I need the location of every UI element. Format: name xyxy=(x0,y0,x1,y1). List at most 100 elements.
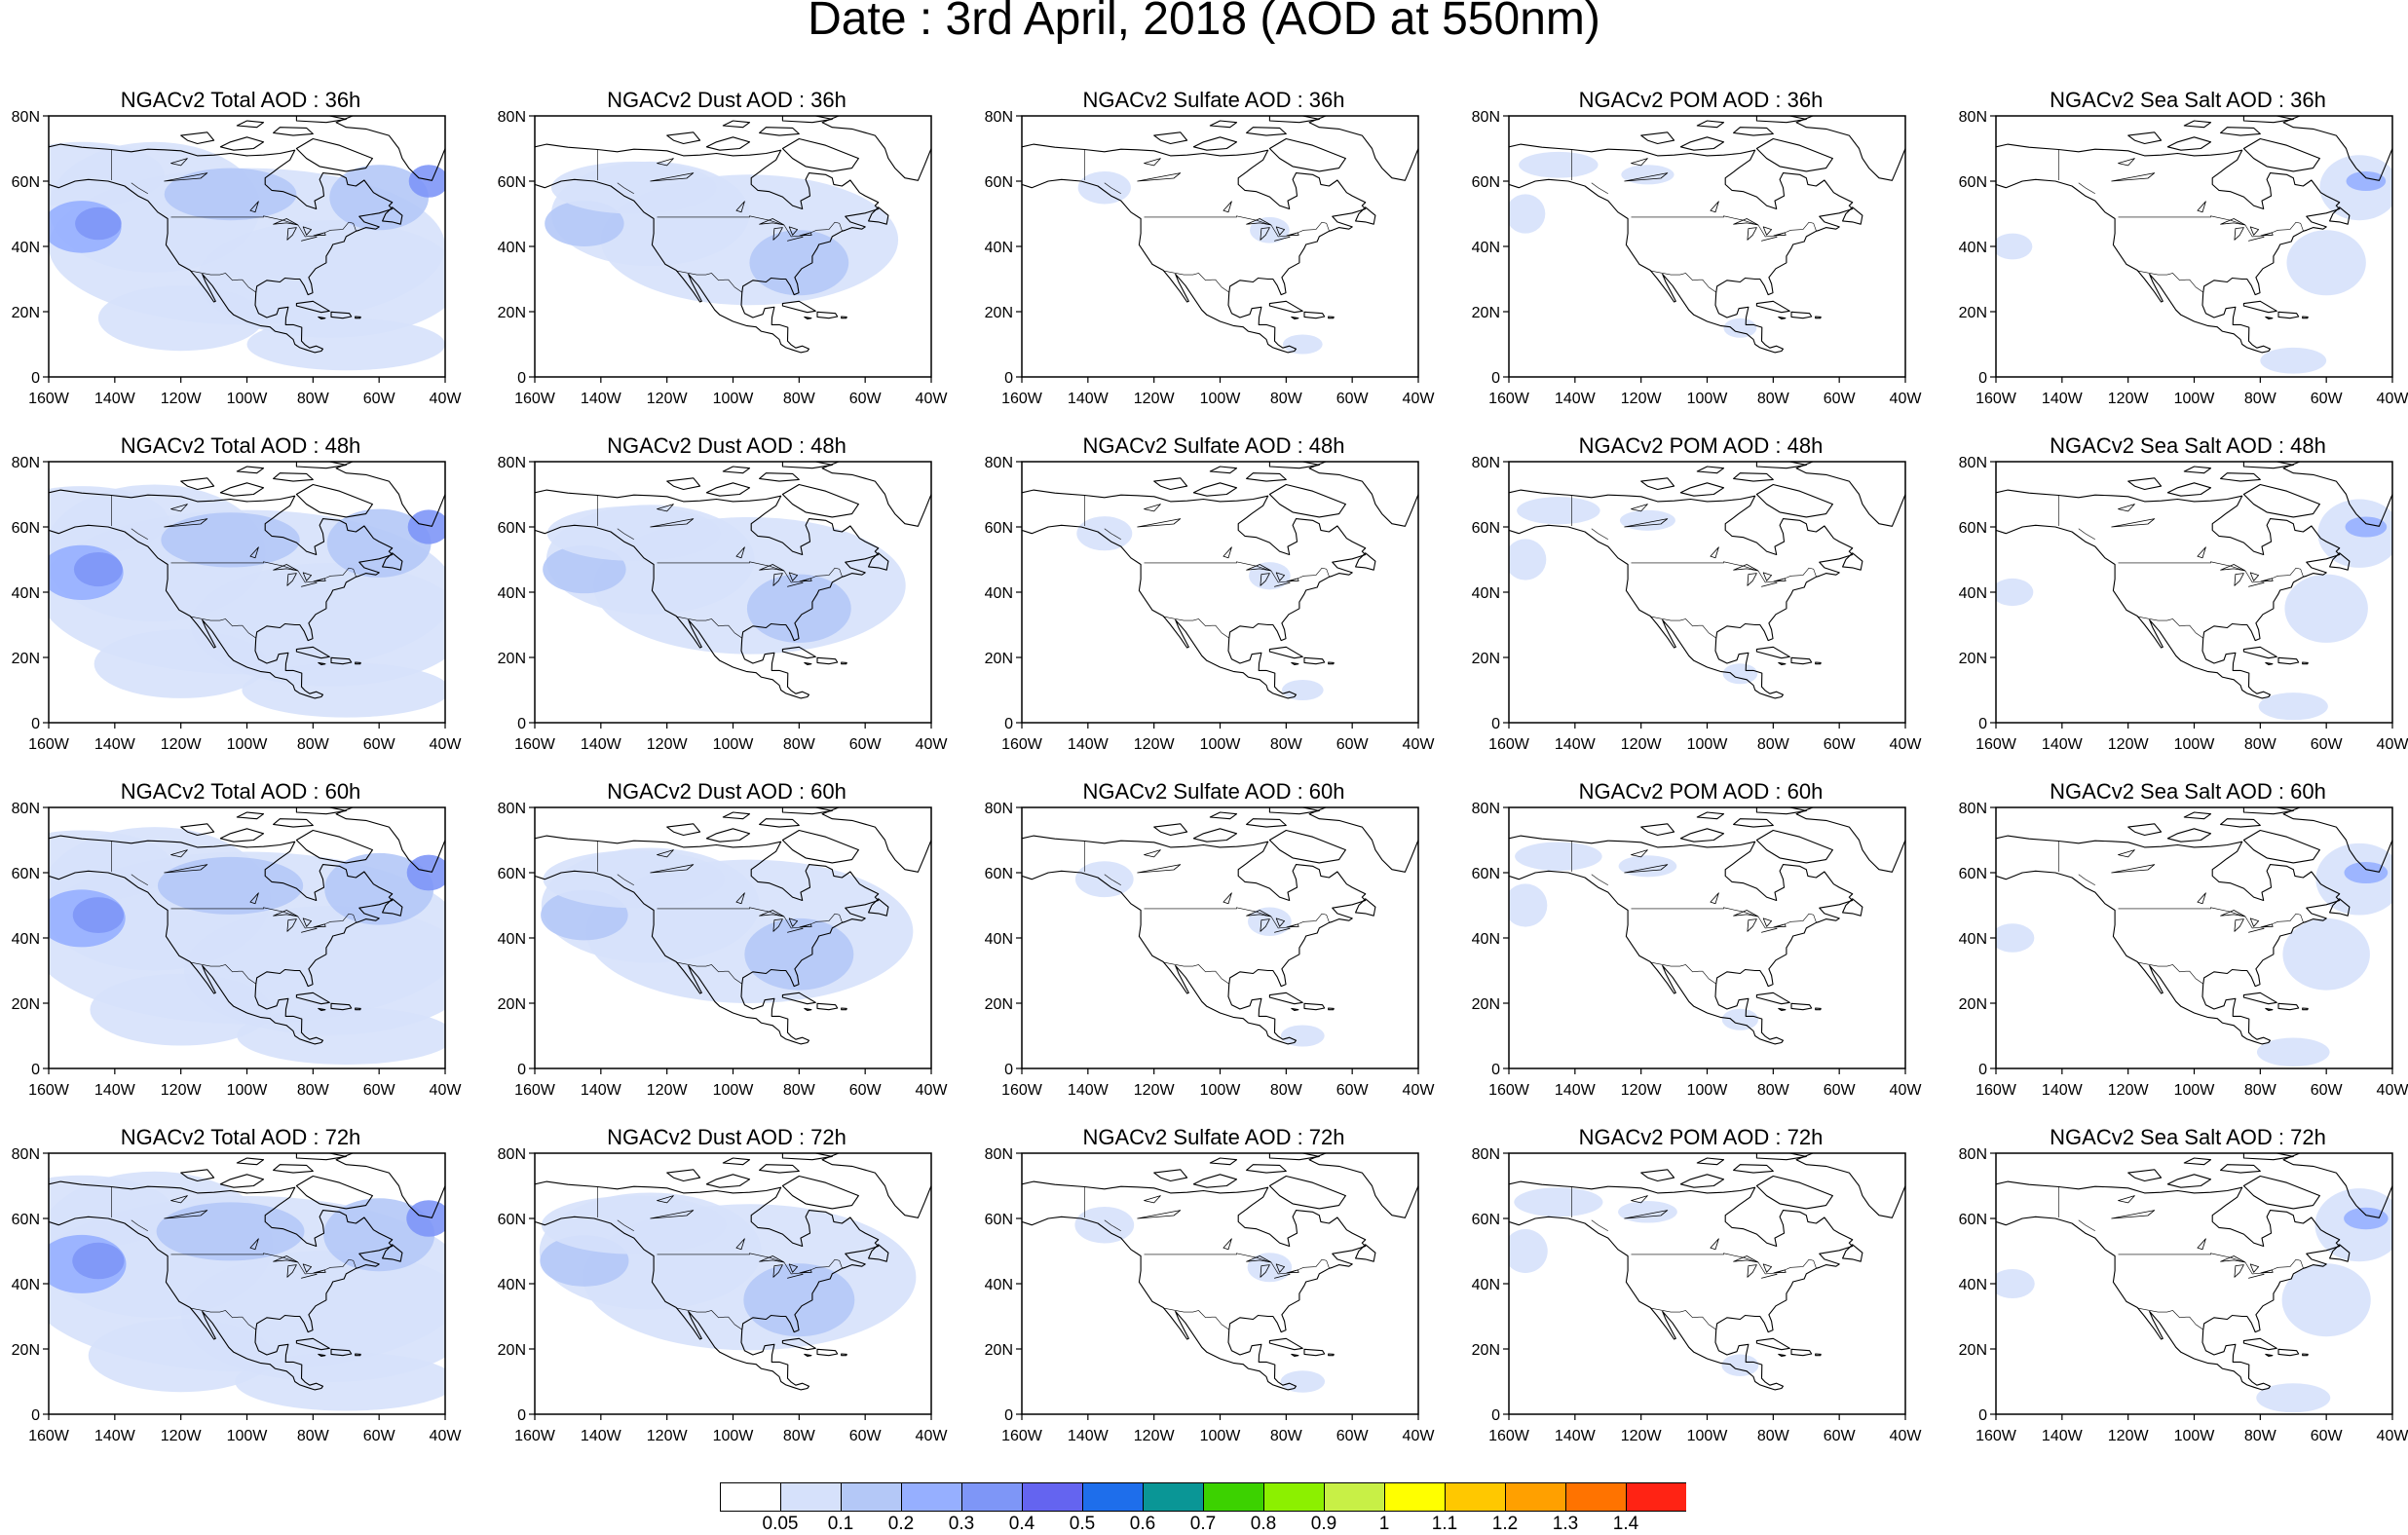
aod-field-region xyxy=(235,1352,445,1411)
colorbar-swatch xyxy=(1143,1482,1204,1512)
lat-tick-label: 20N xyxy=(498,651,526,667)
aod-field-region xyxy=(1509,883,1548,927)
lon-tick-label: 120W xyxy=(161,1082,203,1099)
aod-map: 80N 60N 40N 20N 0 160W 140W 120W 100W 80W 60W 40W xyxy=(1959,1146,2408,1444)
aod-map: 80N 60N 40N 20N 0 160W 140W 120W 100W 80W 60W 40W xyxy=(1472,801,1923,1099)
aod-field-region xyxy=(2282,917,2370,991)
lat-tick-label: 60N xyxy=(498,174,526,191)
lon-tick-label: 60W xyxy=(1336,1082,1370,1099)
lat-tick-label: 20N xyxy=(498,305,526,321)
aod-field-region xyxy=(1509,539,1547,580)
aod-field-region xyxy=(543,850,726,909)
lat-tick-label: 0 xyxy=(1004,370,1013,387)
lat-tick-label: 40N xyxy=(12,1277,40,1293)
coastlines xyxy=(49,1153,445,1391)
aod-field-region xyxy=(157,856,304,915)
aod-field-region xyxy=(1618,1201,1677,1223)
lon-tick-label: 60W xyxy=(2311,1082,2344,1099)
lat-tick-label: 80N xyxy=(1959,109,1987,126)
aod-field-region xyxy=(156,1202,305,1261)
political-borders xyxy=(111,495,357,639)
aod-field-region xyxy=(2256,1037,2330,1067)
aod-field-region xyxy=(1996,233,2033,260)
aod-field-region xyxy=(1514,1187,1603,1217)
lon-tick-label: 140W xyxy=(1555,736,1597,753)
lat-tick-label: 40N xyxy=(12,585,40,602)
lon-tick-label: 40W xyxy=(1890,1082,1923,1099)
lon-tick-label: 80W xyxy=(2244,736,2277,753)
aod-field-region xyxy=(2281,1263,2371,1337)
aod-field-region xyxy=(2258,693,2328,721)
lon-tick-label: 140W xyxy=(1068,1428,1110,1444)
lat-tick-label: 0 xyxy=(1978,1407,1987,1424)
lon-tick-label: 160W xyxy=(1488,1082,1530,1099)
lon-tick-label: 100W xyxy=(713,1082,755,1099)
lon-tick-label: 140W xyxy=(2042,1428,2084,1444)
lat-tick-label: 80N xyxy=(985,1146,1013,1163)
lat-tick-label: 0 xyxy=(31,1062,40,1078)
map-panel-sulfate-48h: 80N 60N 40N 20N 0 160W 140W 120W 100W 80W 60W 40W NG… xyxy=(973,433,1454,760)
lon-tick-label: 100W xyxy=(227,1428,269,1444)
lat-tick-label: 60N xyxy=(985,866,1013,882)
coastlines xyxy=(535,116,931,354)
aod-field-region xyxy=(324,852,434,925)
lat-tick-label: 0 xyxy=(1491,716,1500,732)
lon-tick-label: 60W xyxy=(1824,391,1857,407)
lon-tick-label: 60W xyxy=(849,1082,883,1099)
colorbar-swatch xyxy=(1263,1482,1325,1512)
lat-tick-label: 60N xyxy=(12,174,40,191)
lat-tick-label: 80N xyxy=(1472,109,1500,126)
political-borders xyxy=(597,1186,843,1330)
lon-tick-label: 160W xyxy=(1975,1428,2017,1444)
lat-tick-label: 60N xyxy=(12,1212,40,1228)
aod-field-region xyxy=(1517,497,1600,525)
aod-field-region xyxy=(161,512,300,568)
panel-title: NGACv2 Sulfate AOD : 60h xyxy=(1082,779,1345,804)
aod-field-region xyxy=(90,973,272,1046)
map-panel-seasalt-36h: 80N 60N 40N 20N 0 160W 140W 120W 100W 80W 60W 40W NG… xyxy=(1947,88,2408,414)
map-panel-seasalt-72h: 80N 60N 40N 20N 0 160W 140W 120W 100W 80W 60W 40W NG… xyxy=(1947,1125,2408,1451)
lat-tick-label: 40N xyxy=(1959,585,1987,602)
lon-tick-label: 100W xyxy=(1687,736,1729,753)
political-borders xyxy=(597,841,843,985)
coastlines xyxy=(1022,807,1418,1045)
colorbar-swatch xyxy=(841,1482,902,1512)
lon-tick-label: 80W xyxy=(1757,736,1790,753)
lon-tick-label: 120W xyxy=(161,736,203,753)
lon-tick-label: 140W xyxy=(94,391,136,407)
aod-field-region xyxy=(1619,509,1675,531)
aod-field-region xyxy=(329,165,430,231)
coastlines xyxy=(49,116,445,354)
aod-field-region xyxy=(744,917,854,991)
lon-tick-label: 100W xyxy=(1200,391,1242,407)
aod-map: 80N 60N 40N 20N 0 160W 140W 120W 100W 80W 60W 40W xyxy=(1959,455,2408,753)
aod-field-region xyxy=(75,206,122,241)
colorbar-tick-label: 1 xyxy=(1378,1514,1390,1534)
aod-field-region xyxy=(1722,663,1758,685)
lat-tick-label: 80N xyxy=(498,801,526,817)
lat-tick-label: 40N xyxy=(1472,585,1500,602)
lat-tick-label: 20N xyxy=(498,1342,526,1359)
lat-tick-label: 20N xyxy=(985,305,1013,321)
colorbar-tick-label: 0.9 xyxy=(1310,1514,1337,1534)
aod-field-region xyxy=(2344,861,2389,884)
map-panel-total-48h: 80N 60N 40N 20N 0 160W 140W 120W 100W 80W 60W 40W NG… xyxy=(0,433,481,760)
aod-map: 80N 60N 40N 20N 0 160W 140W 120W 100W 80W 60W 40W xyxy=(1472,455,1923,753)
colorbar-tick-label: 0.05 xyxy=(762,1514,799,1534)
aod-field-region xyxy=(49,141,165,207)
colorbar-tick-label: 0.8 xyxy=(1250,1514,1277,1534)
lat-tick-label: 60N xyxy=(1472,174,1500,191)
coastlines xyxy=(1996,462,2392,699)
aod-field-region xyxy=(2284,574,2368,643)
lon-tick-label: 160W xyxy=(28,391,70,407)
aod-field-region xyxy=(550,161,717,214)
lon-tick-label: 120W xyxy=(2108,391,2150,407)
lat-tick-label: 80N xyxy=(12,801,40,817)
lat-tick-label: 20N xyxy=(1959,651,1987,667)
lat-tick-label: 20N xyxy=(1472,651,1500,667)
panel-title: NGACv2 Sulfate AOD : 72h xyxy=(1082,1125,1345,1149)
lon-tick-label: 80W xyxy=(1757,391,1790,407)
lon-tick-label: 120W xyxy=(1621,1082,1663,1099)
lon-tick-label: 40W xyxy=(1890,1428,1923,1444)
lat-tick-label: 0 xyxy=(31,716,40,732)
